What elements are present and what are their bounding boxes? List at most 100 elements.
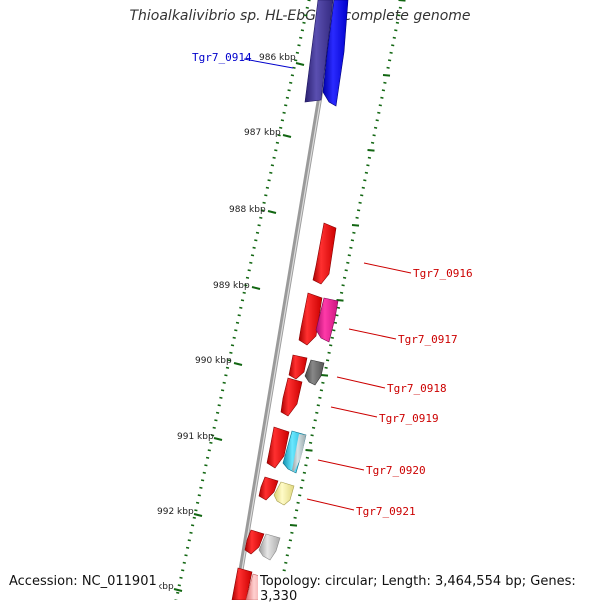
tick-mark [181, 569, 185, 572]
tick-mark [305, 456, 310, 459]
tick-mark [239, 306, 243, 309]
tick-mark [367, 149, 375, 152]
tick-label-991: 991 kbp [177, 432, 214, 442]
tick-label-990: 990 kbp [195, 356, 232, 366]
tick-mark [301, 479, 305, 482]
tick-mark [335, 314, 339, 317]
tick-mark [202, 471, 206, 474]
tick-mark [305, 6, 309, 9]
tick-mark [378, 104, 382, 107]
tick-mark [277, 134, 281, 137]
gene-tgr7-0916[interactable] [312, 222, 337, 285]
tick-mark [285, 554, 289, 557]
tick-mark [272, 156, 276, 159]
tick-mark [360, 194, 364, 197]
tick-mark [255, 231, 260, 234]
gene-tgr7-0919[interactable] [280, 377, 303, 417]
tick-label-986: 986 kbp [259, 53, 296, 63]
tick-mark [302, 471, 307, 474]
tick-mark [194, 509, 198, 512]
tick-mark [274, 149, 278, 152]
tick-mark [209, 441, 213, 444]
gene-label-0916[interactable]: Tgr7_0916 [413, 267, 473, 280]
tick-mark [195, 501, 200, 504]
gene-tgr7-0917[interactable] [298, 292, 323, 346]
gene-label-0914[interactable]: Tgr7_0914 [192, 51, 252, 64]
tick-mark [289, 81, 293, 84]
gene-label-0917[interactable]: Tgr7_0917 [398, 333, 458, 346]
tick-mark [387, 59, 392, 62]
tick-mark [297, 44, 301, 47]
tick-mark [394, 29, 398, 32]
tick-mark [204, 464, 208, 467]
tick-mark [336, 299, 344, 302]
tick-mark [293, 516, 297, 519]
tick-mark [185, 546, 190, 549]
leader-line-0917 [348, 328, 397, 340]
tick-mark [363, 179, 367, 182]
gene-tgr7-0920[interactable] [266, 426, 290, 469]
tick-mark [294, 59, 298, 62]
tick-mark [282, 111, 286, 114]
tick-mark [227, 359, 231, 362]
tick-mark [259, 216, 263, 219]
tick-mark [284, 561, 288, 564]
tick-mark [187, 539, 191, 542]
gene-tgr7-0921[interactable] [258, 476, 279, 501]
accession-text: Accession: NC_011901 [7, 574, 159, 589]
gene-inner-unlabeled-1[interactable] [244, 529, 265, 555]
tick-mark [224, 374, 228, 377]
tick-mark [381, 89, 386, 92]
tick-mark [319, 389, 324, 392]
tick-mark [347, 254, 351, 257]
major-ticks [173, 62, 305, 592]
tick-mark [356, 209, 361, 212]
tick-mark [325, 359, 330, 362]
tick-mark [262, 201, 266, 204]
gene-tgr7-0914-b[interactable] [322, 0, 349, 107]
tick-mark [229, 351, 233, 354]
tick-mark [392, 36, 396, 39]
tick-mark [294, 509, 299, 512]
tick-mark [287, 89, 291, 92]
tick-mark [260, 209, 265, 212]
gene-tgr7-0918[interactable] [288, 354, 308, 380]
tick-mark [349, 246, 353, 249]
tick-mark [220, 389, 225, 392]
tick-mark [254, 239, 258, 242]
leader-lines [243, 58, 412, 511]
gene-label-0920[interactable]: Tgr7_0920 [366, 464, 426, 477]
gene-label-0918[interactable]: Tgr7_0918 [387, 382, 447, 395]
tick-mark [176, 591, 180, 594]
tick-mark [252, 246, 256, 249]
tick-mark [383, 81, 387, 84]
gene-label-0919[interactable]: Tgr7_0919 [379, 412, 439, 425]
tick-mark [332, 329, 336, 332]
tick-mark [219, 396, 223, 399]
tick-mark [304, 464, 308, 467]
tick-mark [316, 404, 320, 407]
tick-label-989: 989 kbp [213, 281, 250, 291]
tick-mark [207, 449, 211, 452]
gene-outer-gray[interactable] [304, 359, 325, 386]
tick-mark [210, 434, 215, 437]
gene-inner-unlabeled-2[interactable] [231, 567, 253, 600]
outer-tick-ring [274, 0, 406, 600]
tick-mark [190, 524, 195, 527]
tick-mark [205, 456, 210, 459]
gene-outer-yellow[interactable] [273, 481, 295, 506]
tick-mark [192, 516, 196, 519]
gene-outer-cyan[interactable] [282, 430, 307, 474]
gene-outer-magenta[interactable] [315, 297, 339, 343]
tick-mark [275, 141, 280, 144]
gene-outer-lightgray[interactable] [258, 533, 281, 561]
tick-mark [265, 186, 270, 189]
gene-tgr7-0914-a[interactable] [304, 0, 334, 103]
tick-mark [184, 554, 188, 557]
tick-mark [182, 561, 186, 564]
tick-mark [391, 44, 395, 47]
gene-label-0921[interactable]: Tgr7_0921 [356, 505, 416, 518]
leader-line-0916 [363, 262, 412, 274]
tick-mark [282, 569, 286, 572]
